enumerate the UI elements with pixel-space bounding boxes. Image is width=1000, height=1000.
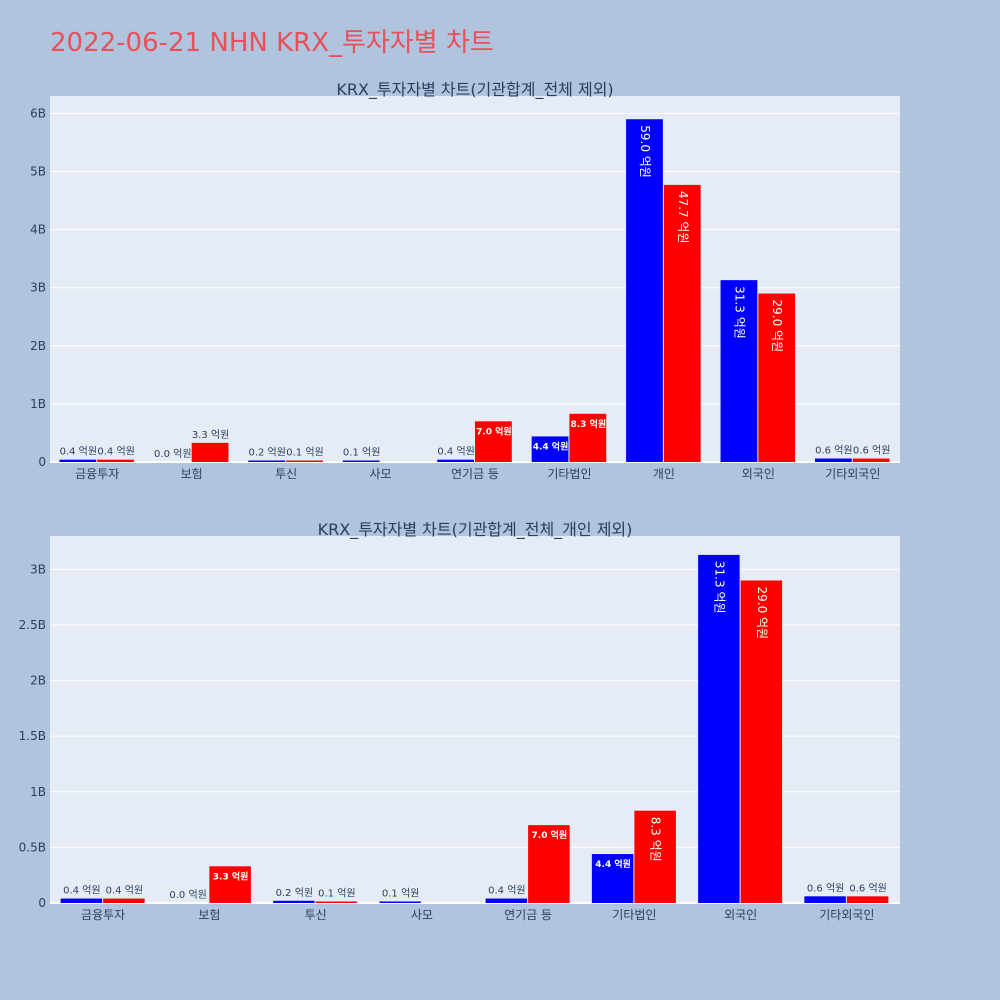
bar bbox=[60, 898, 103, 903]
chart-title: KRX_투자자별 차트(기관합계_전체_개인 제외) bbox=[318, 520, 633, 540]
y-tick-label: 1B bbox=[30, 785, 46, 799]
bar bbox=[531, 436, 569, 462]
data-label: 0.4 억원 bbox=[106, 885, 143, 897]
data-label: 8.3 억원 bbox=[649, 817, 663, 862]
data-label: 8.3 억원 bbox=[571, 418, 607, 430]
data-label: 0.0 억원 bbox=[154, 448, 191, 460]
bar bbox=[815, 458, 852, 462]
data-label: 47.7 억원 bbox=[676, 191, 690, 244]
y-tick-label: 3B bbox=[30, 281, 46, 295]
chart-title: KRX_투자자별 차트(기관합계_전체 제외) bbox=[336, 80, 613, 100]
data-label: 7.0 억원 bbox=[532, 829, 568, 841]
bar bbox=[315, 901, 358, 903]
data-label: 31.3 억원 bbox=[712, 561, 726, 614]
y-tick-label: 0.5B bbox=[19, 840, 46, 854]
x-tick-label: 보험 bbox=[181, 467, 203, 481]
data-label: 0.6 억원 bbox=[853, 445, 890, 457]
y-tick-label: 4B bbox=[30, 223, 46, 237]
bar bbox=[569, 413, 607, 462]
y-tick-label: 3B bbox=[30, 562, 46, 576]
data-label: 0.4 억원 bbox=[437, 446, 474, 458]
x-tick-label: 기타법인 bbox=[612, 908, 656, 922]
y-tick-label: 0 bbox=[38, 455, 46, 469]
data-label: 0.1 억원 bbox=[286, 447, 323, 459]
data-label: 0.1 억원 bbox=[382, 888, 419, 900]
x-tick-label: 금융투자 bbox=[75, 467, 119, 481]
x-tick-label: 투신 bbox=[275, 467, 297, 481]
chart-investor-excl-individual: KRX_투자자별 차트(기관합계_전체_개인 제외) 0 0.5B 1B 1.5B 2B 2… bbox=[19, 520, 900, 922]
data-label: 29.0 억원 bbox=[770, 300, 784, 353]
x-tick-label: 연기금 등 bbox=[451, 467, 499, 481]
y-tick-label: 0 bbox=[38, 896, 46, 910]
data-label: 0.4 억원 bbox=[488, 885, 525, 897]
x-tick-label: 보험 bbox=[198, 908, 220, 922]
bar bbox=[286, 460, 323, 462]
data-label: 0.2 억원 bbox=[248, 447, 285, 459]
y-tick-label: 5B bbox=[30, 165, 46, 179]
data-label: 0.4 억원 bbox=[60, 446, 97, 458]
x-tick-label: 사모 bbox=[370, 467, 392, 481]
y-tick-label: 1B bbox=[30, 397, 46, 411]
data-label: 0.0 억원 bbox=[169, 889, 206, 901]
bar bbox=[846, 896, 889, 903]
bar bbox=[591, 854, 634, 903]
bar bbox=[475, 421, 512, 462]
data-label: 4.4 억원 bbox=[595, 858, 631, 870]
bar bbox=[852, 458, 890, 462]
bar bbox=[528, 825, 570, 903]
bar bbox=[273, 900, 315, 903]
bar bbox=[209, 866, 251, 903]
chart-investor-all: KRX_투자자별 차트(기관합계_전체 제외) 0 1B 2B 3B 4B 5B 6B 금융투자… bbox=[30, 80, 900, 481]
y-tick-label: 2B bbox=[30, 674, 46, 688]
bar bbox=[740, 580, 783, 903]
bar bbox=[485, 898, 528, 903]
bar bbox=[437, 459, 474, 462]
data-label: 0.2 억원 bbox=[276, 887, 313, 899]
data-label: 3.3 억원 bbox=[213, 870, 249, 882]
bar bbox=[103, 898, 145, 903]
x-tick-label: 투신 bbox=[305, 908, 327, 922]
bar bbox=[59, 459, 97, 462]
data-label: 7.0 억원 bbox=[476, 425, 512, 437]
data-label: 59.0 억원 bbox=[638, 125, 652, 178]
x-tick-label: 금융투자 bbox=[81, 908, 125, 922]
bar bbox=[758, 293, 796, 462]
bar bbox=[804, 896, 846, 903]
data-label: 0.1 억원 bbox=[343, 447, 380, 459]
data-label: 0.6 억원 bbox=[849, 882, 886, 894]
data-label: 3.3 억원 bbox=[192, 429, 229, 441]
bar bbox=[698, 554, 740, 903]
x-tick-label: 개인 bbox=[653, 467, 675, 481]
y-tick-label: 2.5B bbox=[19, 618, 46, 632]
x-tick-label: 기타외국인 bbox=[825, 467, 880, 481]
y-tick-label: 1.5B bbox=[19, 729, 46, 743]
data-label: 0.4 억원 bbox=[97, 446, 134, 458]
y-tick-label: 2B bbox=[30, 339, 46, 353]
bar bbox=[663, 184, 701, 462]
y-tick-label: 6B bbox=[30, 106, 46, 120]
bar bbox=[379, 901, 421, 903]
bar bbox=[191, 442, 229, 462]
x-tick-label: 사모 bbox=[411, 908, 433, 922]
bar bbox=[97, 459, 134, 462]
x-tick-label: 연기금 등 bbox=[504, 908, 552, 922]
x-tick-label: 기타외국인 bbox=[819, 908, 874, 922]
bar bbox=[342, 460, 380, 462]
x-tick-label: 기타법인 bbox=[547, 467, 591, 481]
bar bbox=[634, 810, 676, 903]
bar bbox=[720, 280, 758, 462]
data-label: 4.4 억원 bbox=[533, 440, 569, 452]
data-label: 0.4 억원 bbox=[63, 885, 100, 897]
bar bbox=[626, 119, 663, 462]
data-label: 0.1 억원 bbox=[318, 888, 355, 900]
data-label: 29.0 억원 bbox=[755, 586, 769, 639]
data-label: 0.6 억원 bbox=[815, 445, 852, 457]
page-title: 2022-06-21 NHN KRX_투자자별 차트 bbox=[50, 28, 494, 58]
x-tick-label: 외국인 bbox=[724, 908, 757, 922]
data-label: 31.3 억원 bbox=[732, 286, 746, 339]
x-tick-label: 외국인 bbox=[742, 467, 775, 481]
bar bbox=[248, 460, 286, 462]
data-label: 0.6 억원 bbox=[807, 882, 844, 894]
